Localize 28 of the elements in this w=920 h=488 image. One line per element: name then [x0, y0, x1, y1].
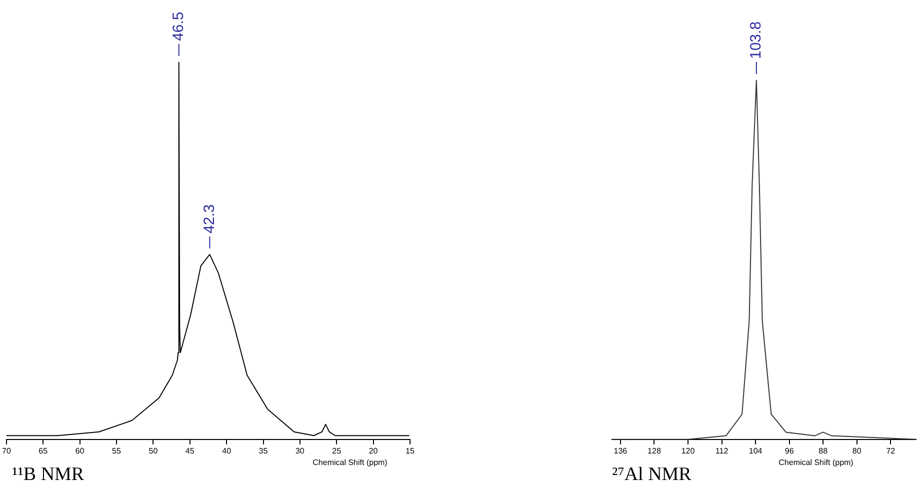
x-tick-label: 50	[148, 446, 158, 456]
text: ²⁷Al NMR	[612, 464, 692, 486]
x-tick-label: 112	[715, 446, 729, 456]
x-tick-label: 120	[681, 446, 696, 456]
x-tick-label: 104	[748, 446, 763, 456]
x-tick-label: 15	[406, 446, 415, 456]
text: ¹¹B NMR	[12, 464, 84, 486]
x-tick-label: 96	[784, 446, 794, 456]
x-tick-label: 128	[648, 446, 662, 456]
x-tick-label: 40	[222, 446, 232, 456]
x-tick-label: 88	[818, 446, 828, 456]
x-tick-label: 55	[112, 446, 122, 456]
x-tick-label: 65	[38, 446, 48, 456]
x-tick-label: 60	[75, 446, 85, 456]
annotation: 103.8	[748, 21, 765, 59]
x-tick-label: 136	[614, 446, 628, 456]
x-tick-label: 30	[295, 446, 305, 456]
annotation: 42.3	[200, 204, 218, 234]
x-tick-label: 72	[886, 446, 896, 456]
x-tick-label: 35	[258, 446, 268, 456]
x-tick-label: 70	[2, 446, 12, 456]
x-axis-title: Chemical Shift (ppm)	[312, 458, 388, 468]
x-axis-title: Chemical Shift (ppm)	[778, 458, 854, 468]
x-tick-label: 20	[368, 446, 378, 456]
annotation: 46.5	[170, 12, 188, 41]
x-tick-label: 45	[185, 446, 195, 456]
x-tick-label: 80	[852, 446, 862, 456]
x-tick-label: 25	[332, 446, 342, 456]
